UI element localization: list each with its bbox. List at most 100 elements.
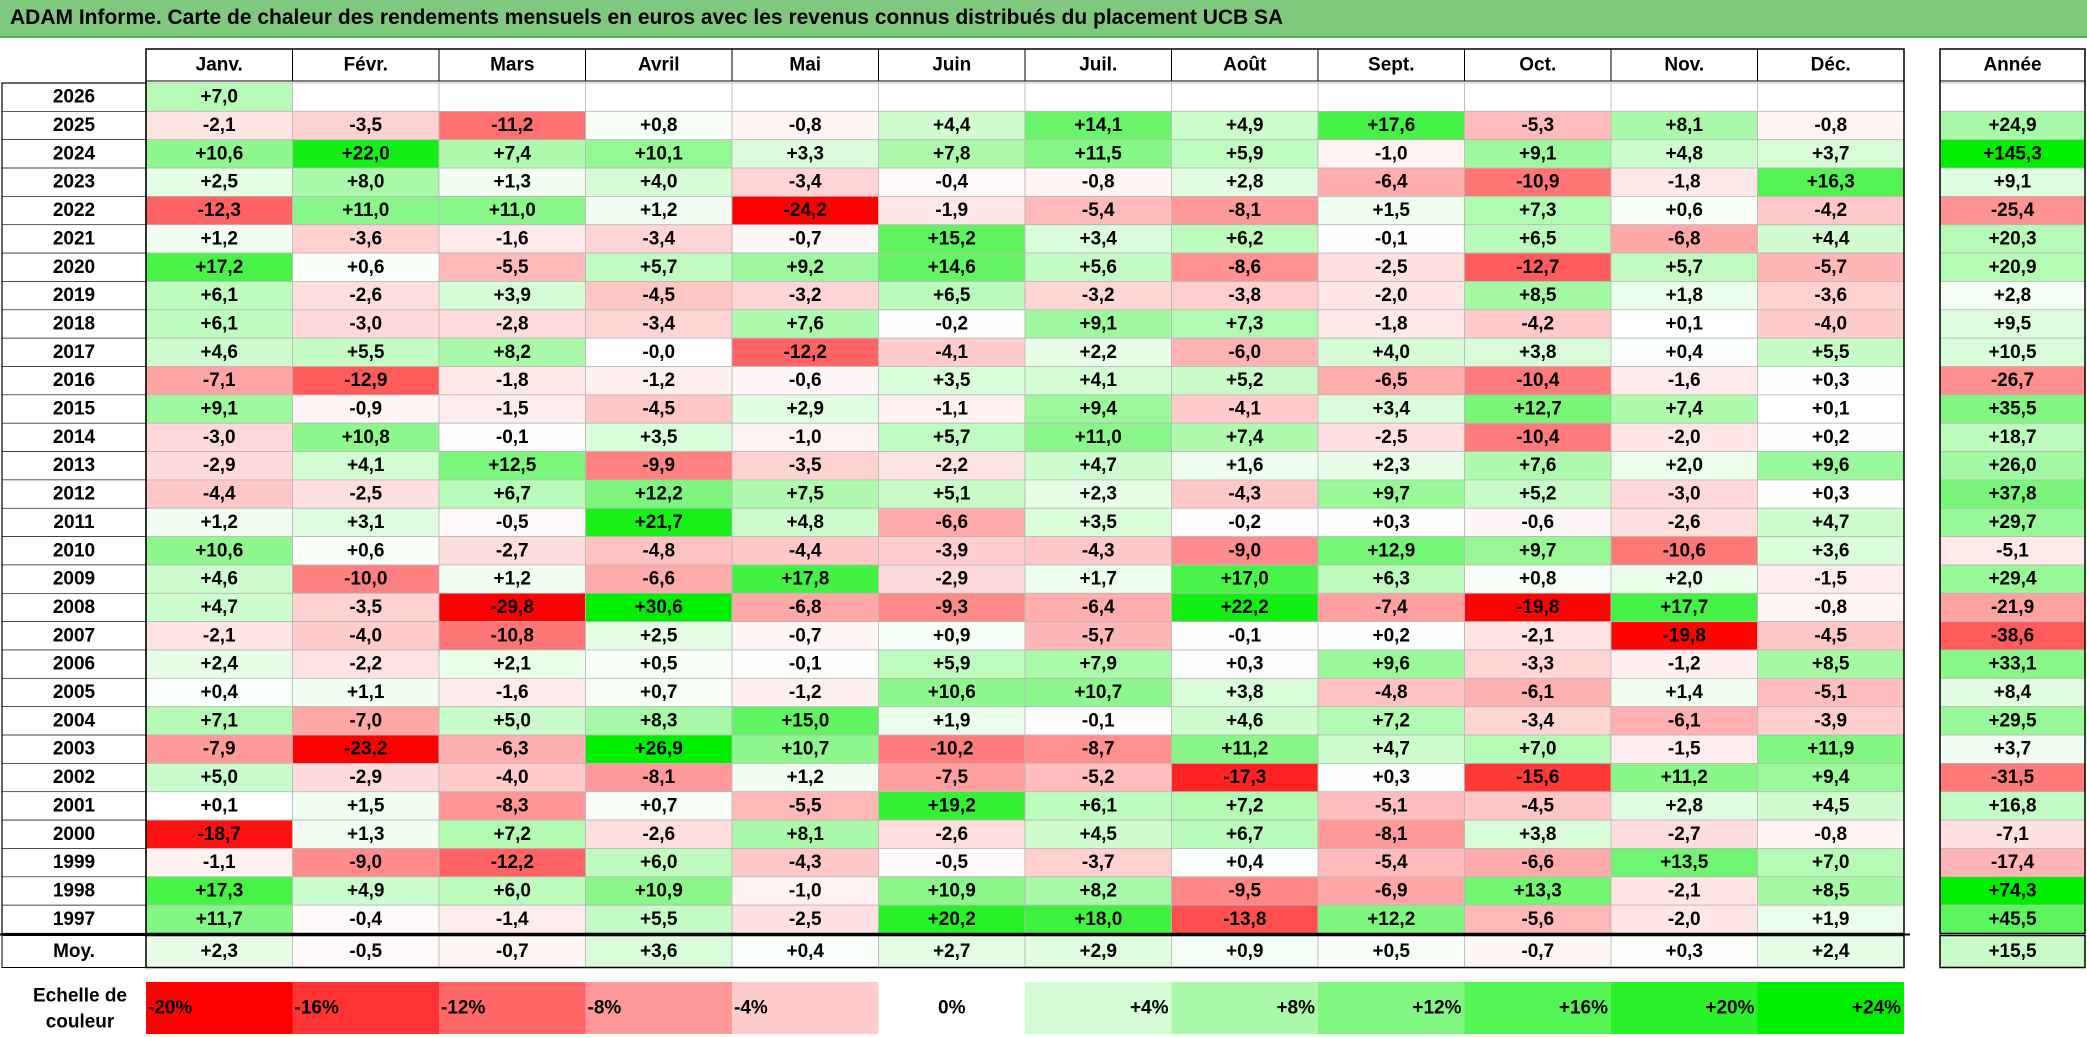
heatmap-cell <box>1171 139 1319 169</box>
heatmap-cell-label: -29,8 <box>491 597 534 618</box>
year-label: 2006 <box>53 654 95 675</box>
heatmap-cell-label: +5,2 <box>1519 484 1557 505</box>
scale-swatch-label: -16% <box>295 998 339 1019</box>
heatmap-cell-label: +3,1 <box>347 512 385 533</box>
heatmap-cell <box>1610 848 1758 878</box>
heatmap-cell <box>731 876 879 906</box>
heatmap-cell-label: +8,1 <box>786 824 824 845</box>
heatmap-cell <box>1610 819 1758 849</box>
heatmap-cell-label: -3,6 <box>1814 285 1847 306</box>
year-cell <box>1 422 147 452</box>
year-cell <box>1 848 147 878</box>
heatmap-cell-label: -4,3 <box>789 852 822 873</box>
heatmap-cell-label: -9,3 <box>935 597 968 618</box>
heatmap-cell <box>1610 677 1758 708</box>
annual-cell <box>1939 592 2086 623</box>
heatmap-cell-label: -3,4 <box>789 172 822 193</box>
year-cell <box>1 366 147 396</box>
heatmap-cell <box>145 309 293 339</box>
heatmap-cell <box>1757 394 1905 424</box>
heatmap-cell-label: -5,5 <box>496 257 529 278</box>
heatmap-cell-label: -6,1 <box>1521 682 1554 703</box>
heatmap-cell <box>292 706 440 736</box>
heatmap-cell-label: +0,7 <box>640 795 678 816</box>
year-label: 2016 <box>53 370 95 391</box>
heatmap-cell-label: +7,8 <box>933 143 971 164</box>
heatmap-cell-label: -6,4 <box>1082 597 1115 618</box>
heatmap-cell-label: +6,7 <box>493 484 531 505</box>
year-label: 2009 <box>53 569 95 590</box>
heatmap-cell <box>145 167 293 197</box>
heatmap-cell-label: +5,6 <box>1079 257 1117 278</box>
heatmap-cell-label: +9,2 <box>786 257 824 278</box>
month-header-label: Nov. <box>1664 55 1704 76</box>
heatmap-cell-label: +4,7 <box>1079 455 1117 476</box>
heatmap-cell-label: +5,5 <box>1812 342 1850 363</box>
heatmap-cell-label: -2,6 <box>349 285 382 306</box>
heatmap-cell-label: +2,3 <box>1079 484 1117 505</box>
year-label: 2018 <box>53 313 95 334</box>
heatmap-cell-label: +4,8 <box>786 512 824 533</box>
heatmap-cell-label: -6,1 <box>1668 710 1701 731</box>
heatmap-cell-label: +1,3 <box>493 172 531 193</box>
month-header-label: Sept. <box>1368 55 1414 76</box>
heatmap-cell-label: +3,7 <box>1812 143 1850 164</box>
heatmap-cell <box>145 536 293 566</box>
heatmap-cell <box>1464 167 1612 197</box>
scale-swatch-label: +12% <box>1412 998 1461 1019</box>
heatmap-cell <box>585 479 733 509</box>
heatmap-cell-label: +11,2 <box>1661 767 1708 788</box>
annual-cell-label: +8,4 <box>1994 682 2032 703</box>
heatmap-cell <box>292 904 440 934</box>
heatmap-cell-label: -4,5 <box>642 285 675 306</box>
heatmap-cell-label: -23,2 <box>344 739 387 760</box>
heatmap-cell <box>1024 195 1172 226</box>
annual-cell <box>1939 649 2086 679</box>
heatmap-cell-label: +22,0 <box>342 143 390 164</box>
heatmap-cell <box>438 422 586 452</box>
heatmap-cell-label: -1,6 <box>496 228 529 249</box>
annual-cell-label: -26,7 <box>1991 370 2034 391</box>
heatmap-cell <box>145 82 293 112</box>
heatmap-cell <box>878 110 1026 141</box>
heatmap-cell-label: -4,0 <box>496 767 529 788</box>
heatmap-cell-label: +9,1 <box>1079 313 1117 334</box>
heatmap-cell-label: -1,8 <box>1668 172 1701 193</box>
heatmap-cell <box>1171 564 1319 594</box>
heatmap-cell-label: +2,8 <box>1665 795 1703 816</box>
heatmap-cell-label: +6,5 <box>933 285 971 306</box>
heatmap-cell-label: -3,2 <box>1082 285 1115 306</box>
month-header-label: Août <box>1223 55 1267 76</box>
heatmap-cell <box>438 281 586 311</box>
heatmap-cell <box>1610 394 1758 424</box>
year-label: 2021 <box>53 228 96 249</box>
heatmap-cell-label: +1,2 <box>493 569 531 590</box>
heatmap-cell-label: -1,4 <box>496 909 529 930</box>
heatmap-cell <box>1171 366 1319 396</box>
month-header-label: Avril <box>638 55 680 76</box>
heatmap-cell <box>878 592 1026 623</box>
heatmap-cell <box>1171 110 1319 141</box>
scale-swatch <box>1025 982 1172 1034</box>
annual-cell-label: -17,4 <box>1991 852 2035 873</box>
average-cell-label: -0,5 <box>349 941 382 962</box>
heatmap-cell-label: -0,1 <box>1228 625 1261 646</box>
heatmap-cell <box>1024 281 1172 311</box>
heatmap-cell-label: +5,5 <box>347 342 385 363</box>
heatmap-cell-label: +1,5 <box>347 795 385 816</box>
heatmap-cell-label: -0,2 <box>935 313 968 334</box>
heatmap-cell <box>292 763 440 793</box>
heatmap-cell <box>1317 876 1465 906</box>
heatmap-cell <box>1610 309 1758 339</box>
year-cell <box>1 224 147 254</box>
heatmap-cell-label: +10,8 <box>342 427 390 448</box>
average-cell-label: +0,3 <box>1665 941 1703 962</box>
heatmap-cell-label: -7,5 <box>935 767 968 788</box>
heatmap-cell <box>1757 451 1905 481</box>
heatmap-cell-label: +1,8 <box>1665 285 1703 306</box>
heatmap-cell-label: +4,6 <box>200 342 238 363</box>
heatmap-cell-label: +1,6 <box>1226 455 1264 476</box>
year-label: 2011 <box>53 512 95 533</box>
heatmap-cell <box>585 734 733 764</box>
heatmap-cell <box>1464 507 1612 538</box>
